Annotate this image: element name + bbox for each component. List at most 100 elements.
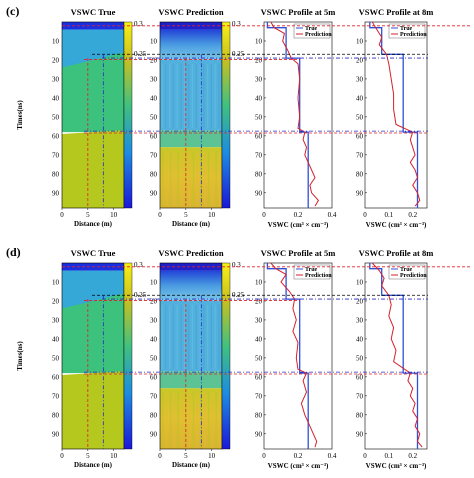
x-tick-label: 0.4 — [328, 211, 337, 219]
x-tick-label: 10 — [110, 211, 118, 219]
panel-d: (d) VSWC True VSWC Prediction VSWC Profile … — [6, 245, 472, 470]
colorbar — [221, 21, 231, 209]
y-tick-label: 90 — [150, 189, 158, 197]
y-tick-label: 70 — [52, 151, 60, 159]
x-tick-label: 0.1 — [384, 211, 393, 219]
x-axis-label-map: Distance (m) — [172, 220, 211, 228]
y-tick-label: 90 — [255, 189, 263, 197]
y-tick-label: 20 — [150, 297, 158, 305]
x-tick-label: 0 — [158, 452, 162, 460]
profile-frame — [263, 262, 333, 450]
y-tick-label: 20 — [150, 56, 158, 64]
pred-map — [159, 21, 223, 209]
x-tick-label: 0 — [363, 452, 367, 460]
y-tick-label: 40 — [52, 94, 60, 102]
y-tick-label: 60 — [356, 373, 364, 381]
title-pred-map: VSWC Prediction — [158, 7, 224, 17]
pred-layer-2 — [160, 270, 222, 301]
title-profile-8m: VSWC Profile at 8m — [359, 7, 434, 17]
colorbar-label-second: 0.25 — [134, 291, 147, 299]
series-prediction — [270, 262, 318, 448]
pred-layer-1 — [160, 22, 222, 30]
y-tick-label: 20 — [52, 56, 60, 64]
y-tick-label: 70 — [356, 392, 364, 400]
y-tick-label: 20 — [52, 297, 60, 305]
y-tick-label: 60 — [356, 132, 364, 140]
y-tick-label: 70 — [255, 151, 263, 159]
y-tick-label: 10 — [150, 278, 158, 286]
y-tick-label: 10 — [255, 278, 263, 286]
colorbar-label-top: 0.3 — [134, 20, 143, 28]
y-tick-label: 90 — [150, 430, 158, 438]
y-tick-label: 30 — [356, 75, 364, 83]
y-tick-label: 50 — [150, 354, 158, 362]
x-axis-label-map: Distance (m) — [172, 461, 211, 469]
pred-layer-2 — [160, 29, 222, 60]
y-tick-label: 90 — [356, 430, 364, 438]
guide-lines — [62, 25, 472, 208]
y-tick-label: 30 — [255, 316, 263, 324]
x-tick-label: 0.2 — [294, 452, 303, 460]
y-tick-label: 90 — [356, 189, 364, 197]
y-tick-label: 10 — [356, 37, 364, 45]
guide-lines — [62, 266, 472, 449]
legend-label-true: True — [400, 267, 413, 273]
pred-layer-1 — [160, 263, 222, 271]
x-tick-label: 5 — [86, 452, 90, 460]
y-tick-label: 50 — [52, 354, 60, 362]
panel-c: (c) VSWC True VSWC Prediction VSWC Profile … — [6, 4, 472, 229]
pred-layer-3 — [160, 59, 222, 131]
y-tick-label: 50 — [255, 113, 263, 121]
x-tick-label: 5 — [184, 452, 188, 460]
y-tick-label: 70 — [356, 151, 364, 159]
y-tick-label: 70 — [150, 151, 158, 159]
title-profile-5m: VSWC Profile at 5m — [261, 248, 336, 258]
y-tick-label: 80 — [356, 411, 364, 419]
x-axis-label-profile: VSWC (cm³ × cm⁻³) — [268, 462, 329, 470]
y-tick-label: 30 — [52, 75, 60, 83]
y-tick-label: 80 — [150, 170, 158, 178]
colorbar-label-second: 0.25 — [134, 50, 147, 58]
y-tick-label: 80 — [356, 170, 364, 178]
x-tick-label: 5 — [184, 211, 188, 219]
y-tick-label: 10 — [150, 37, 158, 45]
y-tick-label: 40 — [356, 94, 364, 102]
colorbar — [123, 21, 133, 209]
y-tick-label: 40 — [255, 335, 263, 343]
x-tick-label: 0.2 — [408, 211, 417, 219]
y-tick-label: 50 — [356, 354, 364, 362]
y-tick-label: 70 — [255, 392, 263, 400]
series-prediction — [270, 21, 320, 207]
x-tick-label: 10 — [208, 452, 216, 460]
pred-layer-3 — [160, 300, 222, 372]
y-tick-label: 60 — [255, 132, 263, 140]
legend-label-prediction: Prediction — [305, 273, 332, 279]
y-tick-label: 30 — [52, 316, 60, 324]
x-tick-label: 0 — [262, 211, 266, 219]
y-tick-label: 80 — [52, 411, 60, 419]
layer-3 — [62, 293, 124, 374]
y-tick-label: 50 — [52, 113, 60, 121]
y-tick-label: 60 — [255, 373, 263, 381]
y-tick-label: 30 — [356, 316, 364, 324]
x-tick-label: 0.2 — [294, 211, 303, 219]
colorbar-label-top: 0.3 — [232, 20, 241, 28]
profile-5m: 0 0.2 0.4 10 20 30 40 50 60 70 80 90 VSWC (cm³ × cm⁻… — [255, 21, 337, 229]
y-tick-label: 40 — [255, 94, 263, 102]
pred-map — [159, 262, 223, 450]
legend-label-true: True — [305, 26, 318, 32]
profile-8m: 0 0.1 0.2 10 20 30 40 50 60 70 80 90 VSWC (cm³ × cm⁻… — [356, 21, 428, 229]
x-tick-label: 0 — [60, 211, 64, 219]
pred-layer-4 — [160, 371, 222, 389]
y-tick-label: 40 — [150, 94, 158, 102]
x-axis-label-map: Distance (m) — [74, 461, 113, 469]
y-tick-label: 60 — [52, 373, 60, 381]
y-tick-label: 30 — [150, 316, 158, 324]
true-map — [61, 262, 125, 450]
y-tick-label: 10 — [52, 37, 60, 45]
y-tick-label: 20 — [356, 56, 364, 64]
layer-3 — [62, 52, 124, 133]
profile-5m: 0 0.2 0.4 10 20 30 40 50 60 70 80 90 VSWC (cm³ × cm⁻… — [255, 262, 337, 470]
series-prediction — [371, 262, 423, 448]
x-tick-label: 0.1 — [384, 452, 393, 460]
